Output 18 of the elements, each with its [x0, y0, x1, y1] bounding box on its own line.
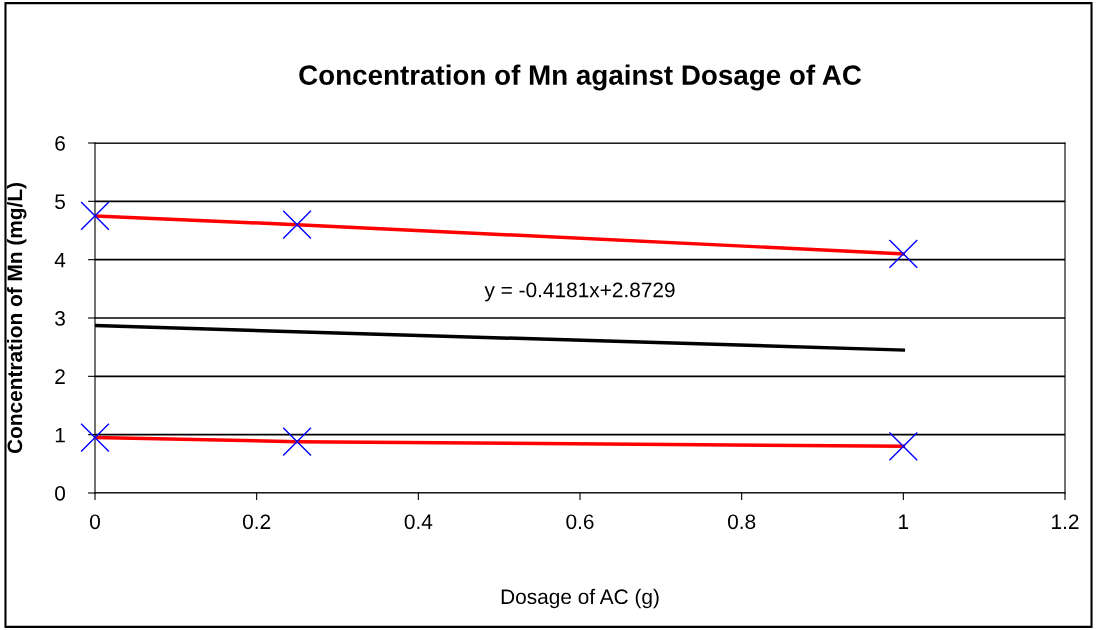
x-tick-label: 1.2 — [1052, 514, 1079, 529]
x-tick-label: 0.2 — [243, 514, 271, 530]
y-tick-label: 5 — [55, 194, 65, 210]
x-tick-label: 0.8 — [728, 514, 756, 530]
y-tick-label: 0 — [55, 486, 66, 501]
x-tick-label: 0 — [90, 514, 100, 530]
y-tick-label: 1 — [55, 427, 65, 443]
x-tick-label: 0.6 — [566, 514, 594, 530]
y-tick-label: 4 — [54, 252, 66, 268]
chart-title: Concentration of Mn against Dosage of AC — [299, 64, 862, 91]
annotation: y = -0.4181x+2.8729 — [484, 282, 675, 302]
x-axis-title: Dosage of AC (g) — [501, 588, 659, 609]
x-tick-label: 1 — [899, 514, 909, 529]
y-tick-label: 3 — [55, 311, 65, 326]
y-tick-label: 2 — [55, 369, 65, 384]
y-tick-label: 6 — [55, 136, 65, 151]
y-axis-title: Concentration of Mn (mg/L) — [6, 183, 27, 454]
x-tick-label: 0.4 — [404, 514, 433, 530]
